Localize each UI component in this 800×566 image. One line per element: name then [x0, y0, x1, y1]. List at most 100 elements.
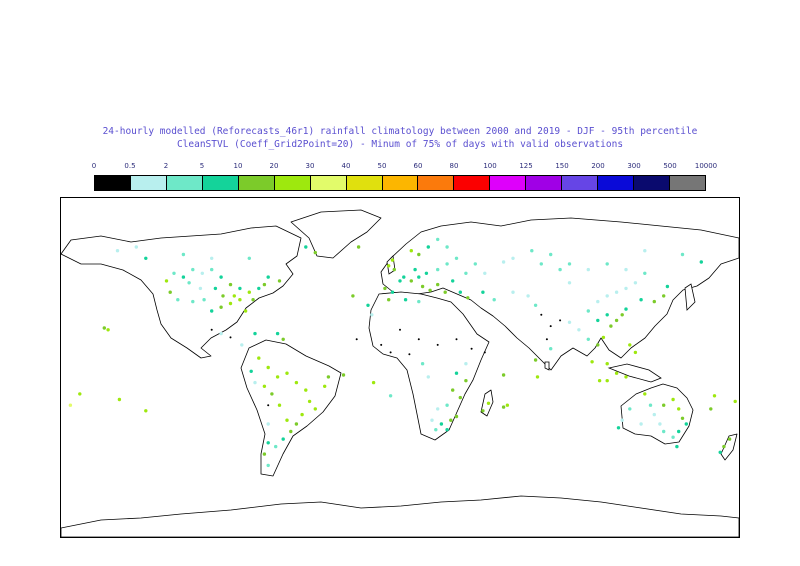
legend-swatch: [598, 176, 635, 190]
station-marker: [420, 284, 425, 289]
station-marker: [417, 252, 421, 257]
legend-swatch: [454, 176, 491, 190]
legend-swatch: [95, 176, 131, 190]
station-marker: [266, 463, 270, 468]
station-marker: [473, 262, 477, 266]
station-marker: [387, 298, 391, 302]
station-marker: [605, 262, 609, 266]
station-marker: [307, 399, 312, 404]
station-marker: [662, 294, 666, 298]
station-marker: [281, 337, 285, 341]
station-marker: [559, 319, 562, 322]
station-marker: [639, 422, 643, 426]
station-marker: [439, 422, 444, 426]
station-marker: [614, 290, 619, 294]
station-marker: [658, 422, 662, 426]
station-marker: [408, 353, 411, 356]
legend-tick-label: 150: [555, 162, 569, 170]
station-marker: [652, 412, 656, 417]
station-marker: [601, 335, 606, 340]
station-marker: [648, 403, 653, 407]
station-marker: [198, 286, 203, 291]
station-marker: [240, 343, 244, 347]
station-marker: [458, 290, 462, 294]
station-marker: [270, 392, 274, 396]
station-marker: [417, 299, 421, 304]
station-marker: [289, 429, 293, 434]
station-marker: [389, 351, 392, 354]
station-marker: [228, 301, 233, 306]
station-marker: [392, 267, 396, 272]
station-marker: [144, 409, 148, 413]
station-marker: [675, 444, 679, 449]
station-marker: [443, 290, 447, 294]
station-marker: [341, 373, 346, 377]
station-marker: [304, 388, 308, 392]
station-marker: [102, 326, 106, 330]
station-marker: [549, 347, 553, 351]
station-marker: [590, 360, 594, 364]
land-eurasia: [380, 217, 739, 371]
station-marker: [483, 271, 487, 275]
station-marker: [430, 418, 434, 422]
station-marker: [181, 252, 186, 257]
station-marker: [117, 397, 122, 402]
station-marker: [481, 409, 485, 413]
station-marker: [533, 358, 538, 362]
station-marker: [586, 337, 590, 341]
station-marker: [677, 407, 681, 411]
station-marker: [213, 286, 218, 291]
chart-title: 24-hourly modelled (Reforecasts_46r1) ra…: [102, 126, 698, 137]
station-marker: [200, 271, 204, 275]
station-marker: [722, 444, 726, 449]
station-marker: [399, 328, 401, 331]
station-marker: [643, 249, 647, 253]
station-marker: [402, 275, 406, 279]
station-marker: [68, 403, 73, 407]
legend-tick-label: 30: [305, 162, 315, 170]
station-marker: [191, 299, 195, 304]
station-marker: [699, 260, 703, 264]
station-marker: [643, 271, 647, 275]
station-marker: [454, 371, 459, 375]
land-australia: [620, 383, 694, 445]
station-marker: [323, 384, 327, 388]
station-marker: [249, 369, 253, 373]
station-marker: [398, 279, 402, 283]
station-marker: [539, 262, 543, 266]
land-indonesia: [607, 363, 662, 383]
station-marker: [253, 331, 257, 336]
station-marker: [355, 338, 358, 341]
legend-swatch: [346, 176, 383, 190]
station-marker: [106, 328, 110, 332]
station-marker: [597, 379, 602, 383]
station-marker: [281, 437, 285, 441]
station-marker: [511, 256, 515, 260]
station-marker: [426, 375, 430, 379]
land-japan: [684, 283, 696, 311]
station-marker: [486, 401, 491, 405]
legend-swatch: [238, 176, 275, 190]
station-marker: [684, 422, 688, 426]
station-marker: [238, 286, 242, 291]
station-marker: [243, 309, 248, 313]
station-marker: [371, 380, 376, 385]
station-marker: [277, 279, 282, 283]
station-marker: [247, 256, 251, 260]
land-africa: [368, 291, 490, 441]
station-marker: [616, 426, 621, 430]
station-marker: [605, 313, 609, 317]
station-marker: [620, 313, 624, 317]
station-marker: [624, 307, 628, 311]
station-marker: [464, 271, 468, 275]
station-marker: [567, 281, 572, 285]
station-marker: [210, 256, 214, 260]
station-marker: [387, 264, 391, 268]
station-marker: [662, 429, 666, 434]
station-marker: [605, 379, 609, 383]
station-marker: [210, 267, 214, 272]
legend-tick-label: 200: [591, 162, 605, 170]
station-marker: [181, 275, 186, 279]
station-marker: [558, 267, 562, 272]
legend-tick-label: 20: [269, 162, 279, 170]
